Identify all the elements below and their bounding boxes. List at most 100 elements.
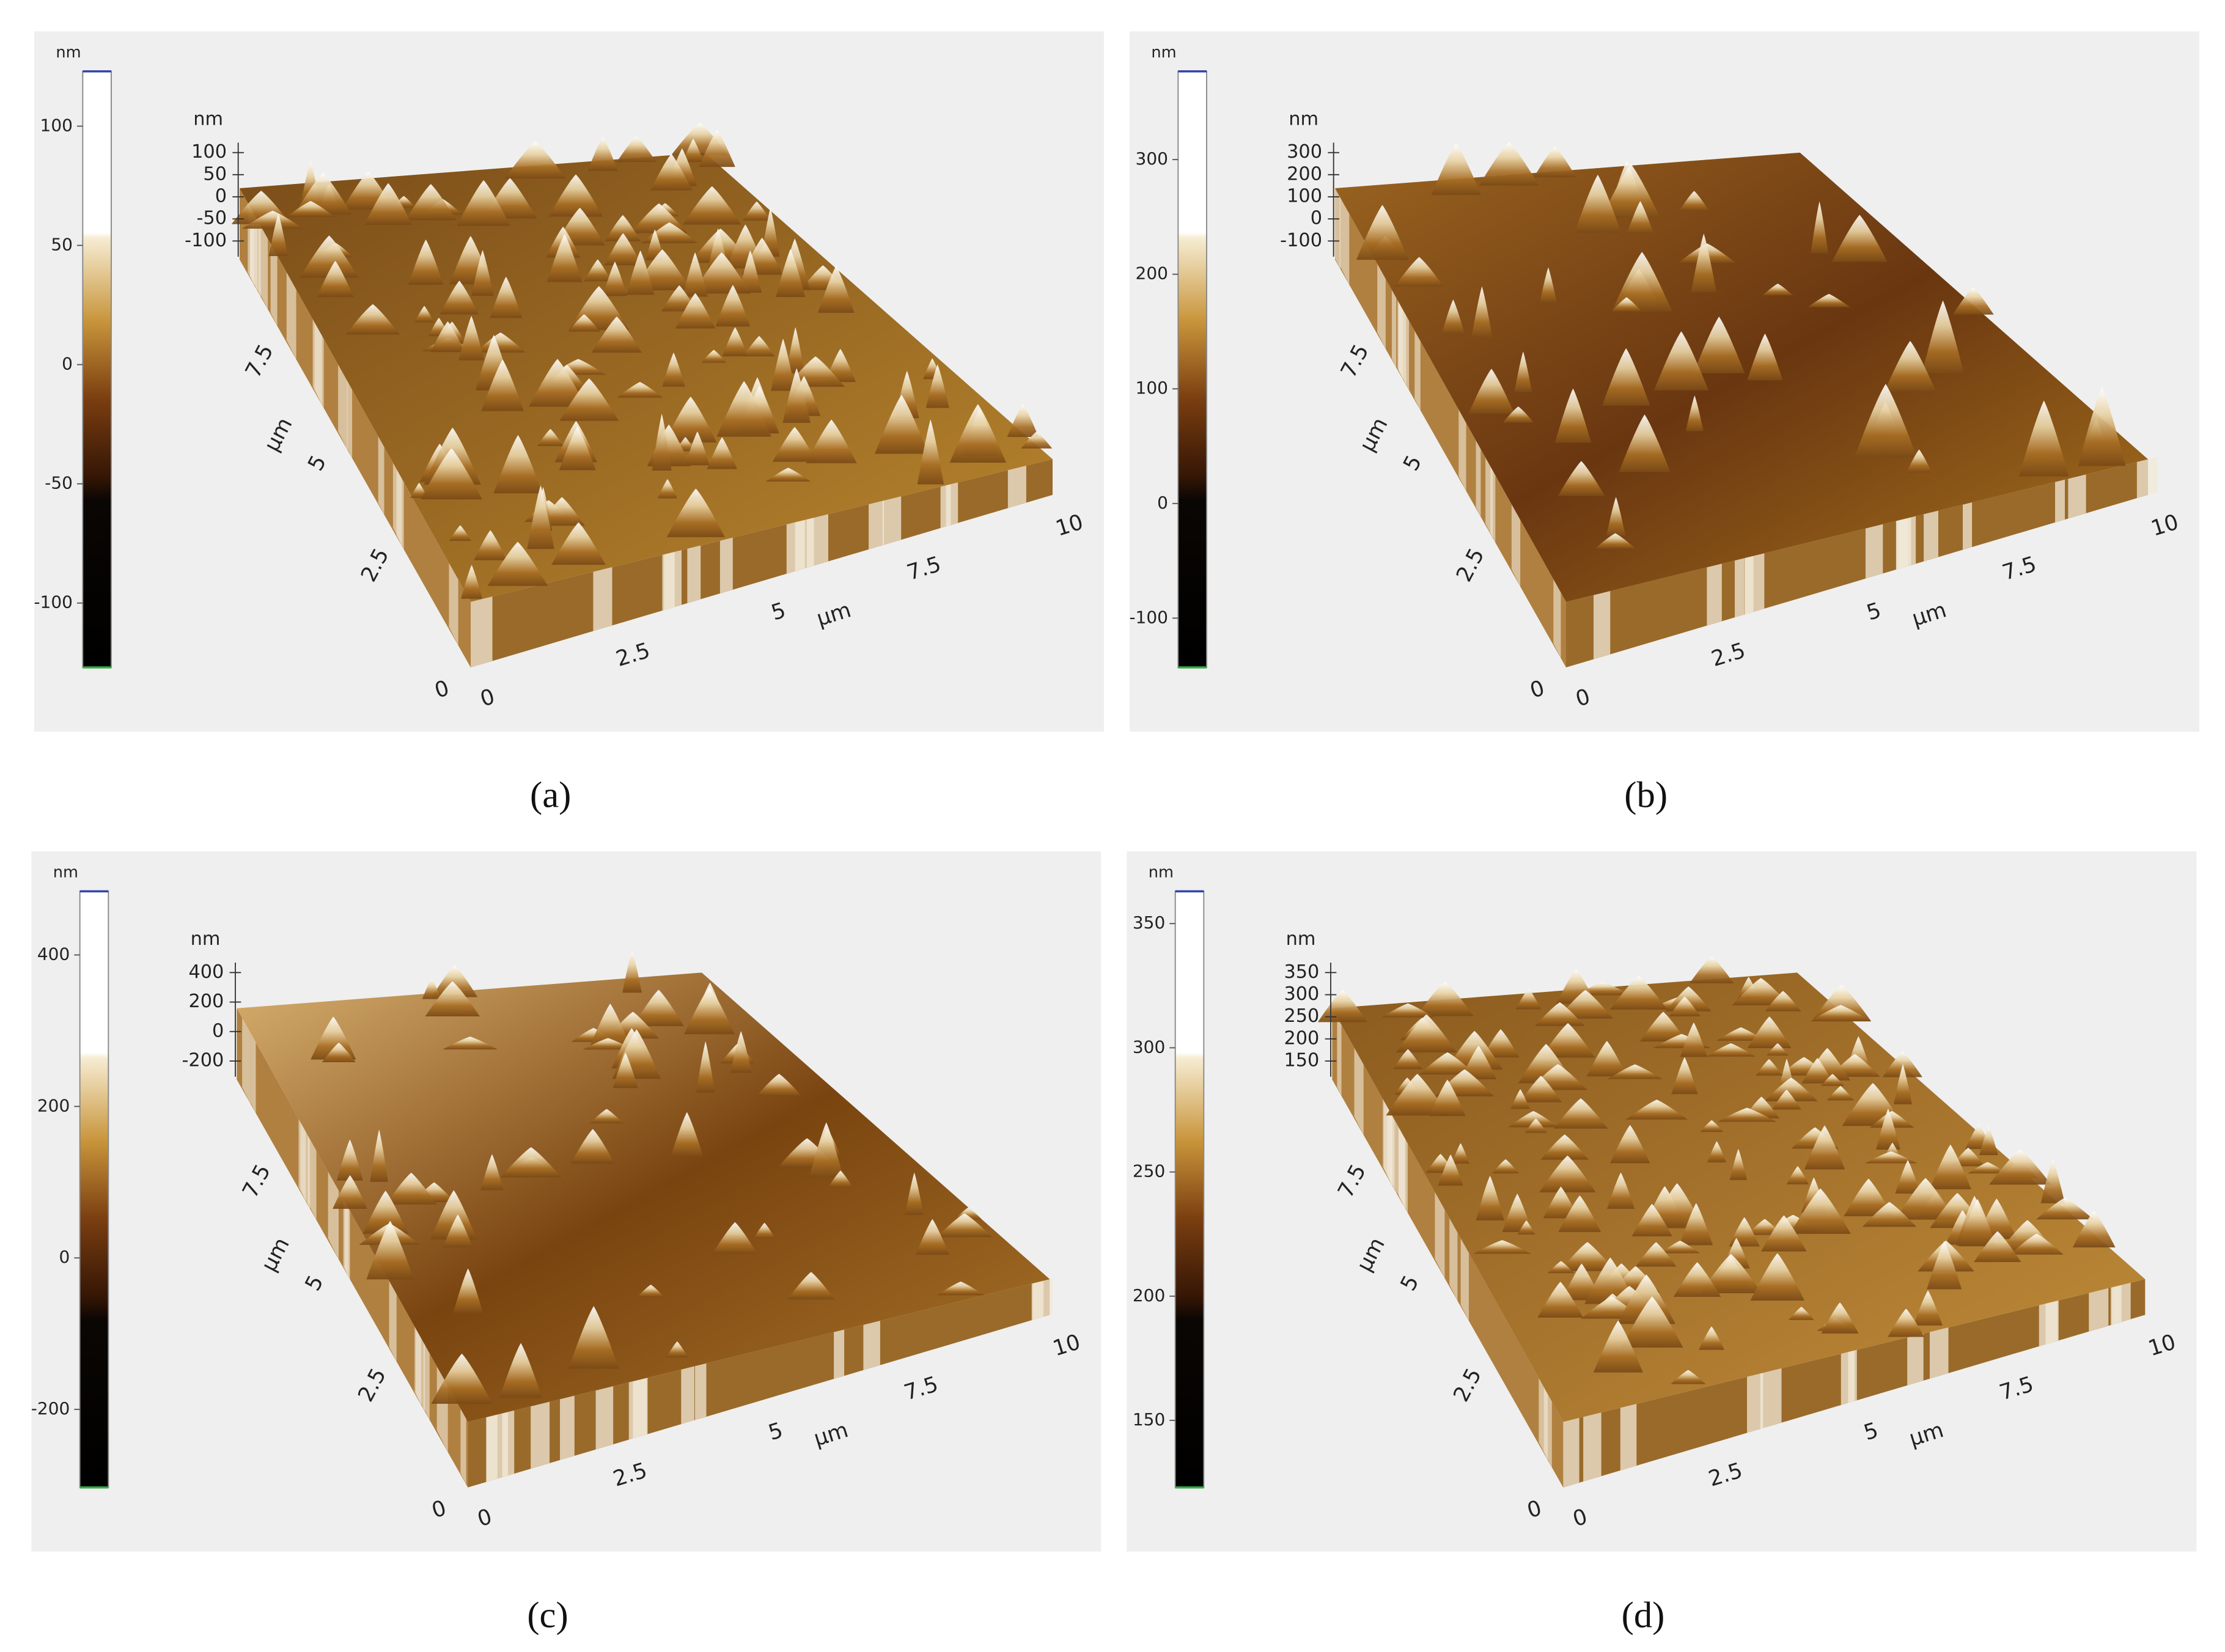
- colorbar-tick-label: 0: [59, 1247, 70, 1267]
- surface-peak: [1007, 403, 1039, 437]
- surface-peak: [1979, 1126, 1998, 1156]
- surface-peak: [1416, 981, 1474, 1016]
- z-tick-label: 0: [1311, 208, 1322, 229]
- surface-peak: [1671, 1370, 1706, 1384]
- surface-peak: [551, 522, 606, 565]
- wall-stripe: [1387, 1105, 1393, 1186]
- left-wall: [237, 1008, 468, 1488]
- wall-stripe: [1476, 439, 1481, 517]
- wall-stripe: [1898, 516, 1916, 569]
- surface-peak: [370, 1129, 388, 1182]
- surface-peak: [385, 1172, 437, 1205]
- surface-peak: [716, 381, 771, 437]
- surface-peak: [1761, 1215, 1807, 1252]
- surface-peak: [583, 1038, 634, 1050]
- surface-peak: [1540, 1022, 1595, 1058]
- surface-peak: [818, 265, 855, 313]
- colorbar-tick-label: 300: [1133, 1037, 1165, 1057]
- wall-stripe: [414, 1325, 422, 1405]
- wall-stripe: [593, 567, 612, 631]
- wall-stripe: [251, 1032, 256, 1114]
- wall-stripe: [242, 1016, 251, 1104]
- surface-peak: [1699, 1326, 1724, 1350]
- surface-peak: [2078, 387, 2126, 466]
- surface-peak: [559, 378, 619, 421]
- wall-stripe: [1032, 1280, 1044, 1320]
- surface: [1335, 152, 2148, 602]
- surface-peak: [637, 1285, 665, 1298]
- surface-peak: [2009, 1233, 2064, 1255]
- surface-peak: [1515, 988, 1542, 1010]
- surface-peak: [1610, 1125, 1650, 1164]
- z-tick-label: 200: [1284, 1027, 1319, 1049]
- wall-stripe: [2055, 479, 2065, 523]
- wall-stripe: [1747, 1373, 1763, 1433]
- z-axis-unit: nm: [193, 109, 223, 130]
- surface-peak: [1431, 143, 1481, 196]
- surface-peak: [730, 1030, 752, 1073]
- colorbar-tick-label: -100: [1129, 607, 1168, 627]
- panel: nm100500-50-100nm100500-50-10002.557.510…: [34, 31, 1104, 732]
- surface-peak: [612, 1052, 638, 1088]
- surface-peak: [1534, 146, 1576, 177]
- surface-peak: [1762, 284, 1793, 296]
- surface-peak: [1476, 1175, 1504, 1221]
- surface-peak: [430, 321, 465, 353]
- surface-peak: [1808, 293, 1850, 307]
- surface-peak: [743, 336, 775, 357]
- surface-peak: [410, 482, 428, 498]
- surface-peak: [1679, 191, 1709, 211]
- surface-peak: [1700, 1120, 1724, 1133]
- wall-stripe: [1377, 262, 1386, 349]
- surface-peak: [268, 213, 289, 257]
- colorbar-tick-label: 200: [37, 1095, 70, 1115]
- surface-peak: [1386, 1073, 1449, 1116]
- z-tick-label: 300: [1287, 141, 1322, 163]
- surface-peak: [1471, 286, 1493, 339]
- surface-peak: [499, 1343, 543, 1398]
- wall-stripe: [1735, 558, 1745, 618]
- z-tick-label: -50: [196, 208, 227, 229]
- surface-peak: [602, 262, 627, 296]
- surface-peak: [650, 153, 693, 191]
- surface-peak: [430, 1190, 477, 1239]
- wall-stripe: [1583, 1412, 1602, 1481]
- surface-peak: [662, 352, 685, 387]
- wall-stripe: [502, 1410, 515, 1478]
- colorbar: [79, 890, 109, 1488]
- colorbar-tick-label: -200: [31, 1398, 70, 1419]
- wall-stripe: [719, 537, 733, 594]
- wall-stripe: [1707, 564, 1722, 626]
- surface-peak: [1540, 1134, 1589, 1160]
- surface-peak: [658, 479, 677, 499]
- surface-peak: [1625, 1099, 1688, 1120]
- surface-peak: [1786, 1166, 1809, 1184]
- surface-peak: [828, 1170, 853, 1188]
- surface-peak: [905, 1172, 924, 1215]
- surface-peak: [475, 332, 526, 353]
- surface-peak: [1510, 1089, 1530, 1109]
- z-tick-label: 200: [1287, 163, 1322, 185]
- surface-peak: [568, 314, 600, 332]
- surface-peak: [439, 281, 479, 315]
- colorbar-tick-label: 400: [37, 944, 70, 964]
- surface-peak: [1460, 1046, 1497, 1080]
- surface-peak: [336, 1139, 363, 1181]
- surface-peak: [481, 359, 524, 411]
- surface-peak: [408, 239, 444, 285]
- surface-peak: [286, 200, 335, 217]
- surface-peak: [1894, 1063, 1913, 1104]
- surface-peak: [685, 431, 710, 466]
- surface-peak: [782, 368, 811, 423]
- z-tick-label: 0: [212, 1020, 224, 1041]
- surface-peak: [453, 1268, 484, 1313]
- surface-peak: [1767, 1043, 1789, 1056]
- colorbar-tick-label: 250: [1133, 1161, 1165, 1181]
- surface-peak: [1665, 986, 1712, 1011]
- wall-stripe: [1460, 1236, 1469, 1321]
- surface-peak: [425, 981, 480, 1016]
- wall-stripe: [423, 1341, 430, 1420]
- surface-peak: [2040, 1159, 2065, 1203]
- left-wall: [240, 188, 471, 668]
